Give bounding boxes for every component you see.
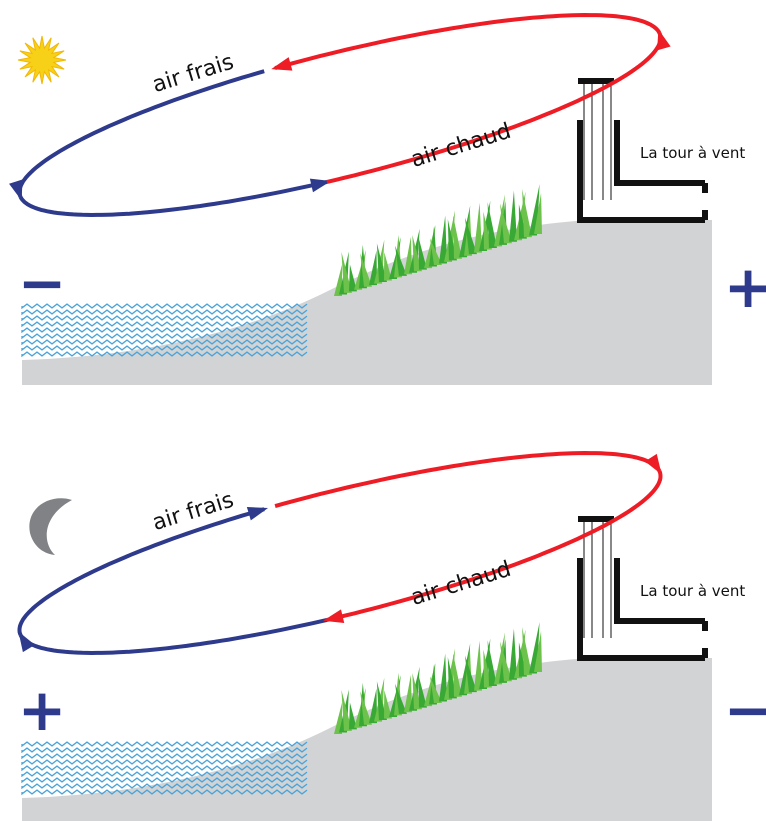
- water: [21, 777, 308, 784]
- grass: [534, 631, 542, 672]
- arrow-head: [309, 178, 331, 193]
- panel: La tour à vent air frais air chaud + −: [17, 450, 766, 821]
- grass: [474, 640, 482, 691]
- air-flow: [274, 12, 662, 71]
- water: [21, 753, 308, 760]
- cool-air-label: air frais: [150, 50, 237, 98]
- grass: [509, 628, 517, 680]
- air-flow: [17, 507, 265, 636]
- grass: [404, 674, 412, 713]
- cool-air-label: air frais: [150, 488, 237, 536]
- grass: [430, 238, 442, 265]
- air-flow: [326, 470, 663, 622]
- water: [21, 303, 308, 310]
- air-flow: [17, 69, 265, 198]
- grass: [349, 702, 357, 730]
- water: [21, 789, 308, 796]
- tower-label: La tour à vent: [640, 144, 745, 162]
- tower-cap: [578, 78, 614, 84]
- grass: [349, 264, 357, 292]
- water: [21, 783, 308, 790]
- water: [21, 333, 308, 340]
- grass: [369, 688, 377, 724]
- tower-label: La tour à vent: [640, 582, 745, 600]
- water: [21, 345, 308, 352]
- water: [21, 321, 308, 328]
- arrow-head: [271, 57, 293, 71]
- ground: [22, 220, 712, 385]
- water: [21, 741, 308, 748]
- grass: [395, 683, 407, 714]
- grass: [334, 264, 343, 296]
- arrow-head: [18, 631, 35, 653]
- grass: [500, 203, 512, 244]
- grass: [412, 235, 422, 272]
- arrow-head: [644, 453, 662, 475]
- tower-shaft: [583, 84, 612, 200]
- air-flow: [274, 450, 662, 509]
- tower-shaft: [583, 522, 612, 638]
- arrow-head: [9, 179, 23, 201]
- grass: [465, 655, 477, 693]
- grass: [500, 641, 512, 682]
- grass: [404, 236, 412, 275]
- grass: [453, 215, 462, 259]
- pressure-sign: −: [724, 676, 766, 744]
- arrow-head: [657, 29, 671, 51]
- water: [21, 771, 308, 778]
- warm-air-label: air chaud: [408, 119, 514, 173]
- pressure-sign: +: [18, 676, 67, 744]
- pressure-sign: −: [18, 249, 67, 317]
- grass: [360, 253, 372, 287]
- grass: [518, 204, 527, 239]
- air-flow: [18, 617, 328, 656]
- grass: [418, 675, 427, 708]
- grass: [522, 189, 532, 238]
- water: [21, 759, 308, 766]
- pressure-sign: +: [724, 253, 766, 321]
- water: [21, 315, 308, 322]
- water: [21, 765, 308, 772]
- grass: [395, 245, 407, 276]
- grass: [384, 690, 392, 719]
- grass: [369, 250, 377, 286]
- grass: [522, 627, 532, 676]
- grass: [518, 642, 527, 677]
- grass: [412, 673, 422, 710]
- grass: [487, 202, 497, 248]
- water: [21, 327, 308, 334]
- moon: [29, 498, 72, 555]
- tower: [577, 558, 708, 661]
- grass: [439, 215, 447, 264]
- tower-cap: [578, 516, 614, 522]
- grass: [534, 193, 542, 234]
- arrow-head: [246, 506, 269, 521]
- water: [21, 309, 308, 316]
- grass: [509, 190, 517, 242]
- ground: [22, 658, 712, 821]
- sun: [17, 35, 67, 85]
- grass: [453, 653, 462, 697]
- arrow-head: [323, 609, 345, 623]
- tower: [577, 120, 708, 223]
- air-flow: [326, 32, 663, 184]
- grass: [418, 237, 427, 270]
- grass: [384, 252, 392, 281]
- panel: La tour à vent air frais air chaud − +: [9, 12, 766, 385]
- air-flow: [18, 179, 328, 218]
- grass: [487, 640, 497, 686]
- grass: [474, 202, 482, 253]
- water: [21, 747, 308, 754]
- grass: [439, 653, 447, 702]
- water: [21, 351, 308, 358]
- grass: [465, 217, 477, 255]
- water: [21, 339, 308, 346]
- warm-air-label: air chaud: [408, 557, 514, 611]
- grass: [360, 691, 372, 725]
